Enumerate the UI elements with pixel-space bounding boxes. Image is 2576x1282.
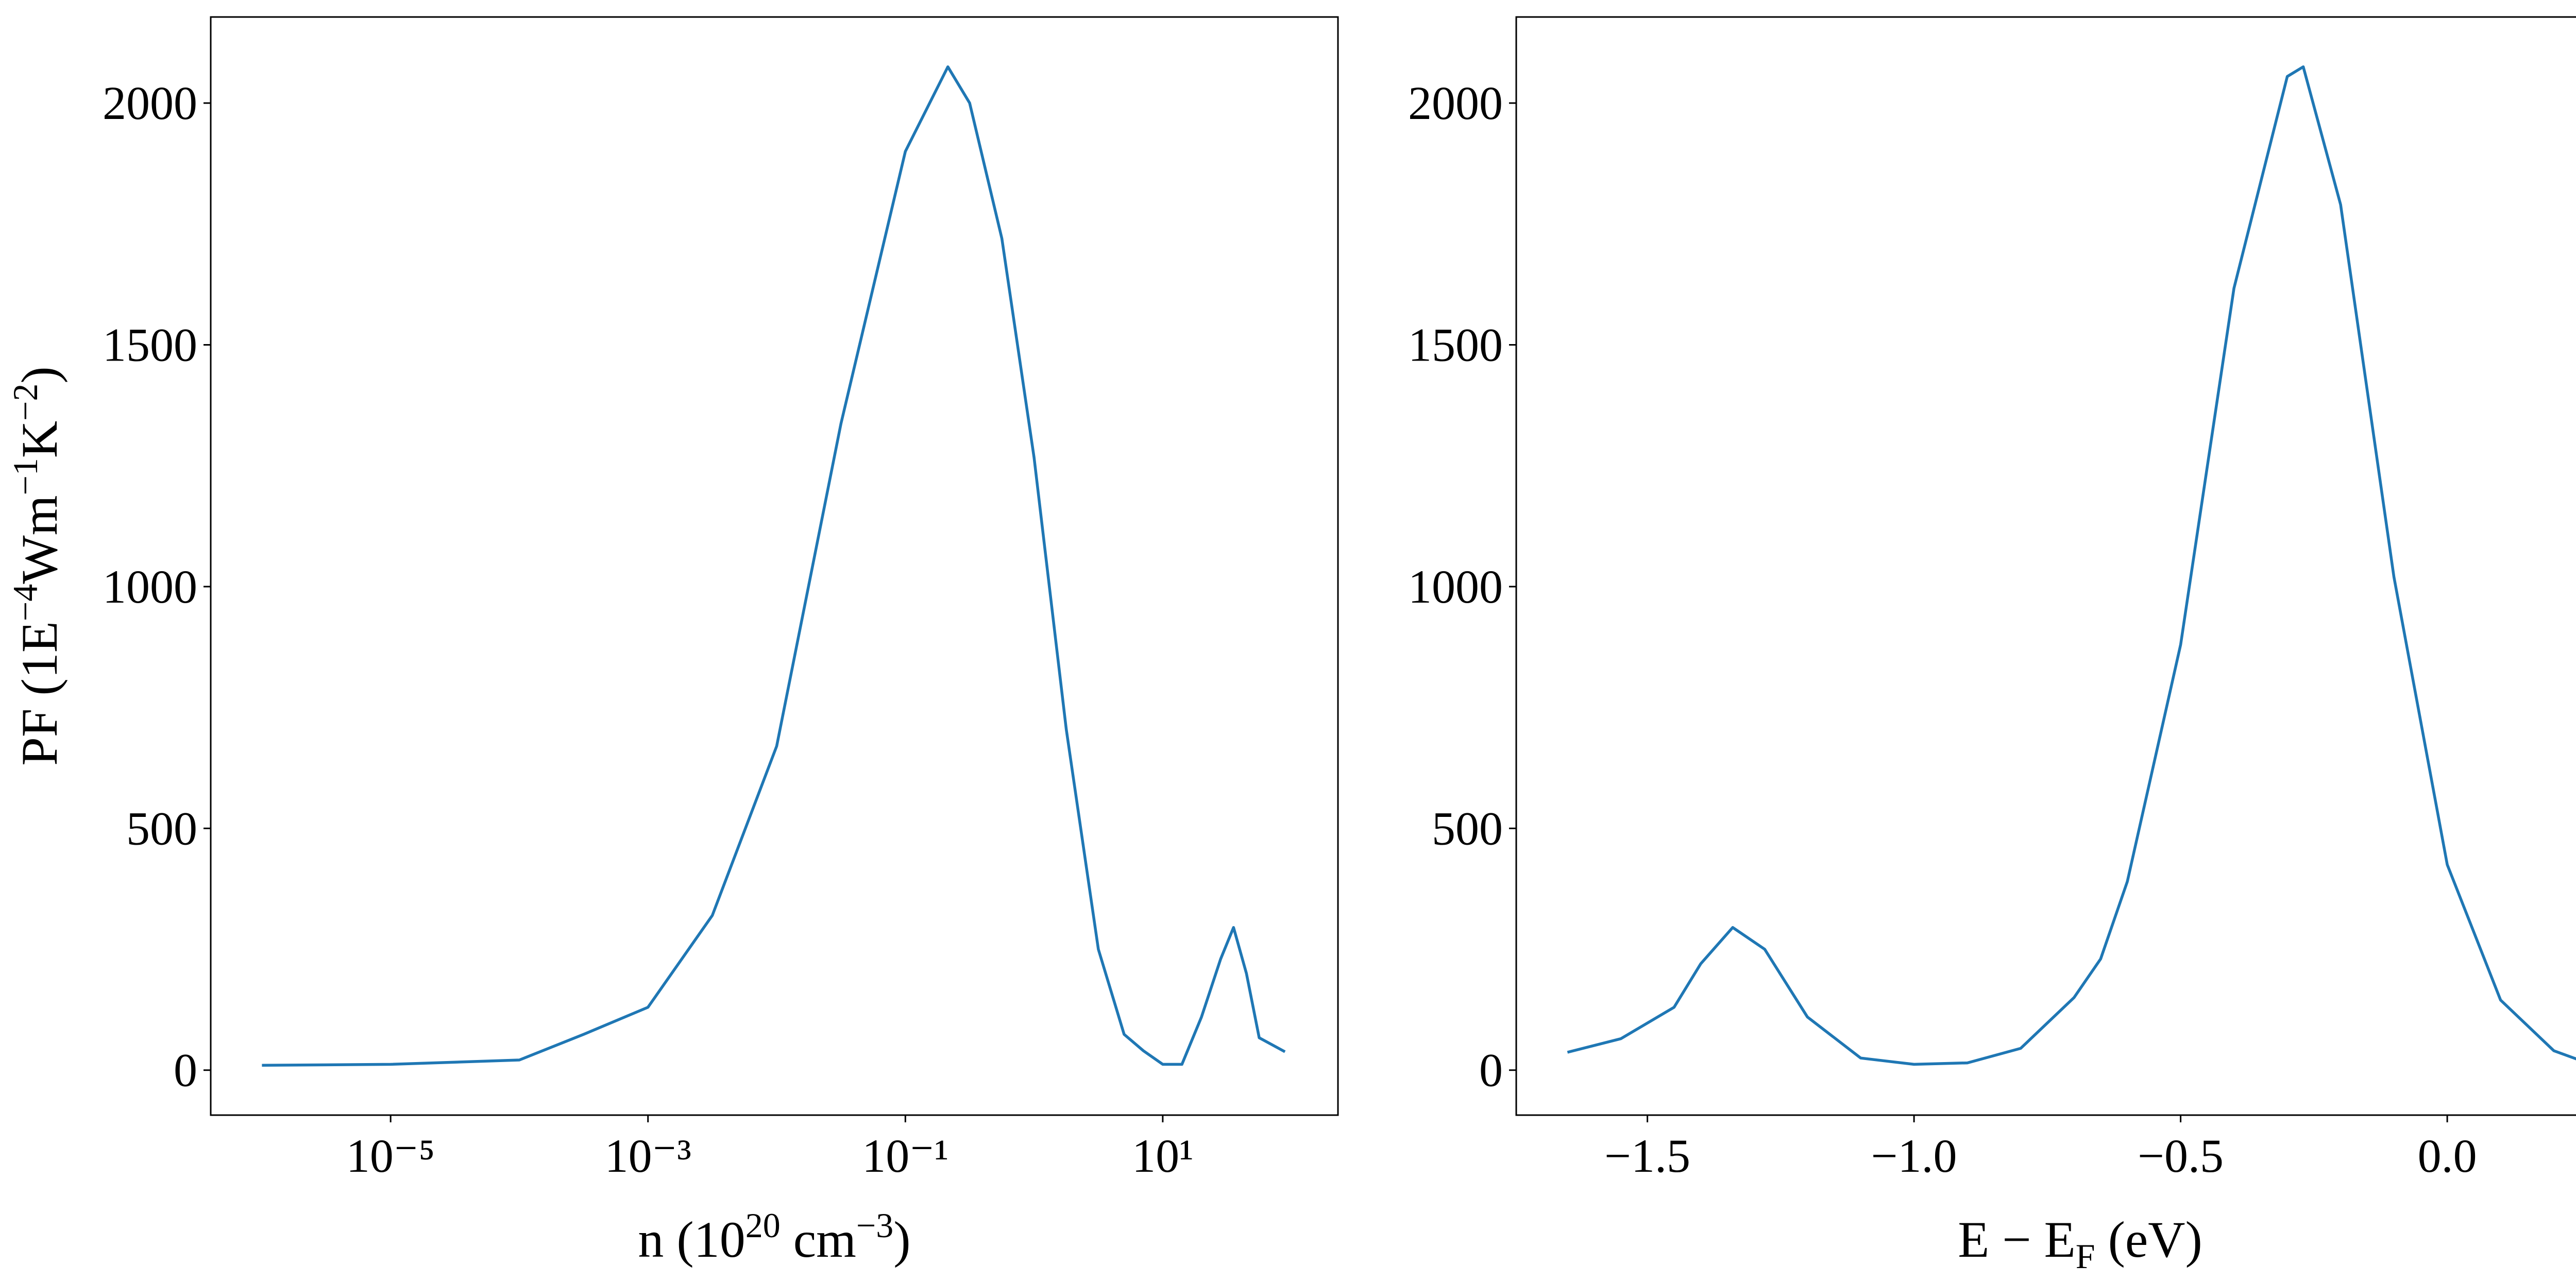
x-tick-label: −1.0 [1871,1130,1957,1182]
label-part: −1 [6,458,45,495]
x-tick-label: 0.0 [2418,1130,2477,1182]
y-tick-label: 1000 [103,560,197,613]
label-part: E − E [1958,1211,2076,1268]
plot-frame [210,16,1339,1116]
label-part: K [11,421,68,458]
x-tick-label: −1.5 [1604,1130,1690,1182]
chart: 0 500 1000 1500 2000 −1.5 −1.0 −0.5 0.0 E − EF (e… [1408,16,2576,1276]
x-axis-label: E − EF (eV) [1958,1211,2202,1276]
y-tick-label: 0 [174,1044,197,1097]
y-tick-label: 2000 [1408,77,1503,129]
y-tick-label: 1000 [1408,560,1503,613]
x-tick-label: 10⁻⁵ [346,1130,435,1182]
x-axis-label: n (1020 cm−3) [638,1206,910,1268]
y-axis-label: PF (1E−4Wm−1K−2) [6,366,68,765]
y-tick-label: 1500 [103,319,197,371]
label-part: 20 [745,1206,781,1245]
label-part: Wm [11,495,68,584]
label-part: F [2076,1237,2095,1276]
x-tick-label: 10⁻³ [605,1130,691,1182]
label-part: PF (1E [11,621,68,766]
x-tick-label: 10¹ [1132,1130,1194,1182]
series-line [262,65,1286,1067]
label-part: ) [11,366,68,383]
label-part: −4 [6,584,45,621]
x-tick-label: 10⁻¹ [862,1130,948,1182]
series-line [1567,65,2576,1066]
label-part: cm [781,1211,856,1268]
y-tick-label: 0 [1479,1044,1503,1097]
y-tick-label: 500 [1432,802,1503,854]
chart: 0 500 1000 1500 2000 10⁻⁵ 10⁻³ 10⁻¹ 10¹ n (1020 c… [6,16,1339,1268]
label-part: −3 [856,1206,893,1245]
x-tick-label: −0.5 [2138,1130,2224,1182]
label-part: ) [893,1211,910,1268]
y-tick-label: 2000 [103,77,197,129]
plot-frame [1515,16,2576,1116]
y-tick-label: 1500 [1408,319,1503,371]
label-part: −2 [6,384,45,421]
label-part: (eV) [2095,1211,2202,1268]
y-tick-label: 500 [126,802,197,854]
label-part: n (10 [638,1211,745,1268]
